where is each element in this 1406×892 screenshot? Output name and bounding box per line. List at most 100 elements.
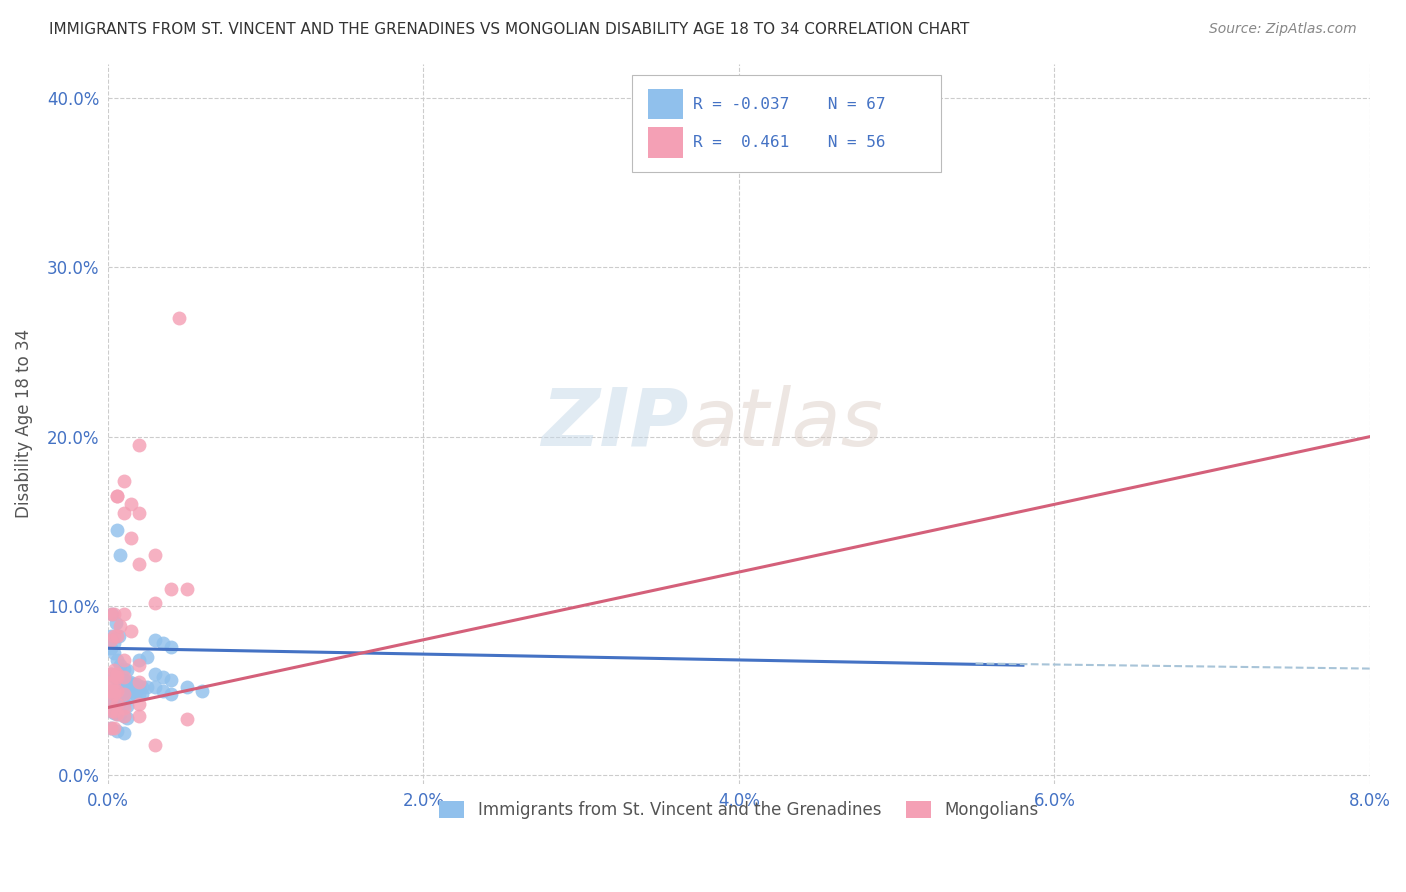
Point [103, 636, 125, 650]
Point [105, 697, 128, 711]
Text: ZIP: ZIP [541, 384, 689, 463]
FancyBboxPatch shape [648, 89, 683, 120]
Point [122, 677, 145, 691]
Point [103, 687, 125, 701]
Point [176, 582, 198, 596]
Point [112, 474, 135, 488]
Text: R = -0.037    N = 67: R = -0.037 N = 67 [693, 97, 886, 112]
Point [100, 692, 122, 706]
Point [103, 704, 125, 718]
Point [128, 679, 150, 693]
Y-axis label: Disability Age 18 to 34: Disability Age 18 to 34 [15, 329, 32, 518]
Point [112, 709, 135, 723]
Point [128, 506, 150, 520]
Point [100, 607, 122, 622]
Point [112, 726, 135, 740]
Point [100, 721, 122, 735]
Point [143, 680, 166, 694]
Point [100, 632, 122, 647]
Point [176, 680, 198, 694]
Point [152, 683, 174, 698]
Point [105, 672, 128, 686]
Point [118, 675, 141, 690]
Point [110, 707, 132, 722]
Point [112, 653, 135, 667]
Point [103, 683, 125, 698]
Point [100, 721, 122, 735]
Point [101, 683, 124, 698]
Point [105, 666, 128, 681]
Point [120, 624, 142, 639]
Point [105, 489, 128, 503]
Point [110, 696, 132, 710]
Point [112, 673, 135, 688]
Point [160, 640, 183, 654]
Point [105, 707, 128, 722]
Point [98, 683, 121, 698]
Point [100, 641, 122, 656]
Point [143, 595, 166, 609]
Point [103, 629, 125, 643]
Point [103, 675, 125, 690]
Point [128, 557, 150, 571]
Point [103, 663, 125, 677]
Point [110, 619, 132, 633]
Point [105, 489, 128, 503]
Point [160, 582, 183, 596]
Legend: Immigrants from St. Vincent and the Grenadines, Mongolians: Immigrants from St. Vincent and the Gren… [433, 794, 1045, 826]
Point [103, 706, 125, 720]
Point [110, 673, 132, 688]
Point [160, 673, 183, 688]
Point [125, 677, 148, 691]
Point [115, 698, 138, 713]
Point [143, 666, 166, 681]
Point [112, 687, 135, 701]
Point [128, 675, 150, 690]
Point [120, 531, 142, 545]
Point [136, 680, 159, 694]
Point [105, 670, 128, 684]
Point [100, 692, 122, 706]
Point [115, 711, 138, 725]
Text: R =  0.461    N = 56: R = 0.461 N = 56 [693, 135, 886, 150]
Point [103, 607, 125, 622]
Point [143, 632, 166, 647]
Point [160, 687, 183, 701]
Point [128, 438, 150, 452]
Point [115, 663, 138, 677]
Point [105, 653, 128, 667]
Point [105, 629, 128, 643]
Point [105, 724, 128, 739]
Point [101, 607, 124, 622]
Point [143, 738, 166, 752]
Text: Source: ZipAtlas.com: Source: ZipAtlas.com [1209, 22, 1357, 37]
Point [103, 721, 125, 735]
Point [105, 707, 128, 722]
Point [104, 683, 127, 698]
Point [112, 709, 135, 723]
Text: IMMIGRANTS FROM ST. VINCENT AND THE GRENADINES VS MONGOLIAN DISABILITY AGE 18 TO: IMMIGRANTS FROM ST. VINCENT AND THE GREN… [49, 22, 970, 37]
Point [104, 615, 127, 630]
Point [110, 658, 132, 673]
Point [100, 666, 122, 681]
Point [100, 629, 122, 643]
Point [120, 687, 142, 701]
Point [100, 666, 122, 681]
Point [115, 675, 138, 690]
Point [103, 694, 125, 708]
Point [112, 697, 135, 711]
Point [131, 687, 153, 701]
Point [136, 649, 159, 664]
Point [114, 685, 136, 699]
Point [105, 523, 128, 537]
Point [152, 670, 174, 684]
FancyBboxPatch shape [648, 128, 683, 158]
Point [112, 670, 135, 684]
FancyBboxPatch shape [631, 75, 941, 172]
Point [103, 646, 125, 660]
Point [120, 497, 142, 511]
Point [100, 704, 122, 718]
Point [112, 700, 135, 714]
Point [100, 675, 122, 690]
Point [112, 506, 135, 520]
